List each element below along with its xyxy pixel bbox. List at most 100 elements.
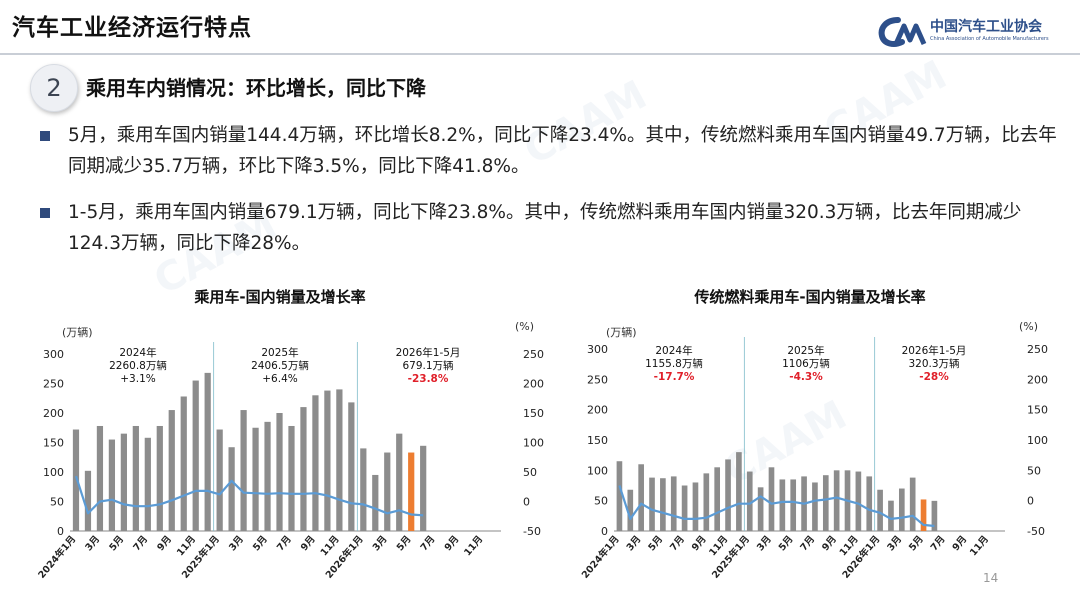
bullet-item: 1-5月，乘用车国内销量679.1万辆，同比下降23.8%。其中，传统燃料乘用车… (40, 197, 1060, 259)
caam-logo: 中国汽车工业协会 China Association of Automobile… (878, 14, 1073, 50)
sales-bar (324, 390, 331, 531)
y2-tick-label: 200 (523, 378, 544, 391)
sales-bar (616, 461, 623, 531)
chart-passenger-car-svg: 乘用车-国内销量及增长率 (万辆) (%) 0 50 100 150 200 250 300 -50… (36, 288, 544, 581)
sales-bar (396, 433, 403, 531)
sales-bar (180, 396, 187, 531)
annotation-text: 2025年 (787, 344, 824, 357)
sales-bar (768, 467, 775, 531)
sales-bar (866, 476, 873, 531)
page-title: 汽车工业经济运行特点 (12, 15, 252, 41)
bullet-text: 1-5月，乘用车国内销量679.1万辆，同比下降23.8%。其中，传统燃料乘用车… (68, 202, 1022, 254)
annotation-text: 2025年 (261, 346, 298, 359)
x-tick-label: 3月 (227, 534, 246, 553)
y2-tick-label: 0 (1027, 495, 1034, 508)
sales-bar (312, 395, 319, 531)
sales-bar (812, 482, 818, 531)
y-tick-label: 300 (43, 348, 64, 361)
x-tick-label: 9月 (690, 534, 709, 553)
annotation-text: +3.1% (120, 373, 155, 385)
sales-bar (168, 410, 175, 531)
x-tick-label: 7月 (929, 534, 948, 553)
sales-bar (384, 452, 391, 531)
annotation-text: 1106万辆 (782, 357, 830, 370)
x-tick-label: 3月 (885, 534, 904, 553)
sales-bar (240, 410, 247, 531)
x-tick-label: 3月 (625, 534, 644, 553)
x-tick-label: 7月 (275, 534, 294, 553)
x-tick-label: 5月 (107, 534, 126, 553)
sales-bar (144, 437, 151, 531)
sales-bar (204, 372, 211, 531)
y2-tick-label: 150 (1027, 404, 1048, 417)
x-tick-label: 9月 (443, 534, 462, 553)
y-tick-label: 300 (587, 343, 608, 356)
y-tick-label: 200 (587, 404, 608, 417)
sales-bar (703, 473, 710, 531)
y2-tick-label: 200 (1027, 373, 1048, 386)
x-tick-label: 3月 (755, 534, 774, 553)
x-tick-label: 7月 (668, 534, 687, 553)
right-axis-unit: (%) (1019, 320, 1038, 333)
x-tick-label: 9月 (950, 534, 969, 553)
annotation-text: -17.7% (654, 371, 695, 383)
annotation-text: 2406.5万辆 (251, 359, 309, 372)
chart-fuel-passenger-car: 传统燃料乘用车-国内销量及增长率 (万辆) (%) 0 50 100 150 200 250 30… (562, 282, 1067, 596)
chart-title: 乘用车-国内销量及增长率 (193, 288, 365, 306)
left-axis-unit: (万辆) (62, 325, 93, 339)
sales-bar (833, 470, 840, 531)
bullet-square-icon (40, 208, 50, 218)
x-tick-label: 3月 (83, 534, 102, 553)
y2-tick-label: 250 (1027, 343, 1048, 356)
section-title: 乘用车内销情况：环比增长，同比下降 (86, 76, 426, 100)
sales-bar (156, 425, 163, 531)
annotation-text: 2260.8万辆 (109, 359, 167, 372)
sales-bar (736, 452, 742, 531)
y-tick-label: 0 (57, 525, 64, 538)
sales-bar (746, 471, 753, 531)
bullet-text: 5月，乘用车国内销量144.4万辆，环比增长8.2%，同比下降23.4%。其中，… (68, 125, 1057, 177)
chart-title: 传统燃料乘用车-国内销量及增长率 (693, 288, 925, 306)
sales-bar (420, 445, 427, 531)
annotation-text: +6.4% (262, 373, 297, 385)
title-divider (0, 53, 1080, 55)
x-tick-label: 9月 (299, 534, 318, 553)
y2-tick-label: -50 (523, 525, 541, 538)
sales-bar (725, 459, 731, 531)
growth-rate-line (74, 475, 424, 517)
y2-tick-label: 0 (523, 496, 530, 509)
sales-bar (692, 482, 699, 531)
caam-logo-icon (878, 17, 927, 47)
left-axis-unit: (万辆) (606, 325, 637, 339)
annotation-text: 679.1万辆 (402, 359, 453, 372)
x-tick-label: 5月 (777, 534, 796, 553)
growth-rate-line (618, 485, 935, 528)
sales-bar (372, 474, 379, 531)
annotation-text: -23.8% (408, 373, 449, 385)
y2-tick-label: 50 (1027, 464, 1041, 477)
sales-bar (336, 389, 343, 531)
y-tick-label: 100 (587, 464, 608, 477)
x-tick-label: 9月 (820, 534, 839, 553)
x-tick-label: 11月 (319, 534, 342, 558)
sales-bar (898, 488, 905, 531)
logo-english-name: China Association of Automobile Manufact… (930, 36, 1049, 42)
bullet-square-icon (40, 131, 50, 141)
y-tick-label: 200 (43, 407, 64, 420)
annotation-text: -28% (919, 371, 949, 383)
chart-passenger-car: 乘用车-国内销量及增长率 (万辆) (%) 0 50 100 150 200 250 300 -50… (18, 282, 544, 596)
sales-bar (920, 499, 927, 531)
sales-bar (931, 500, 938, 531)
x-tick-label: 5月 (907, 534, 926, 553)
x-tick-label: 9月 (155, 534, 174, 553)
x-tick-label: 7月 (419, 534, 438, 553)
sales-bar (822, 475, 829, 531)
sales-bar (216, 429, 223, 531)
x-tick-label: 11月 (968, 534, 991, 558)
y2-tick-label: 100 (523, 437, 544, 450)
y2-tick-label: -50 (1027, 525, 1045, 538)
y2-tick-label: 100 (1027, 434, 1048, 447)
y-tick-label: 50 (594, 495, 608, 508)
sales-bar (638, 464, 644, 531)
sales-bar (877, 489, 883, 531)
